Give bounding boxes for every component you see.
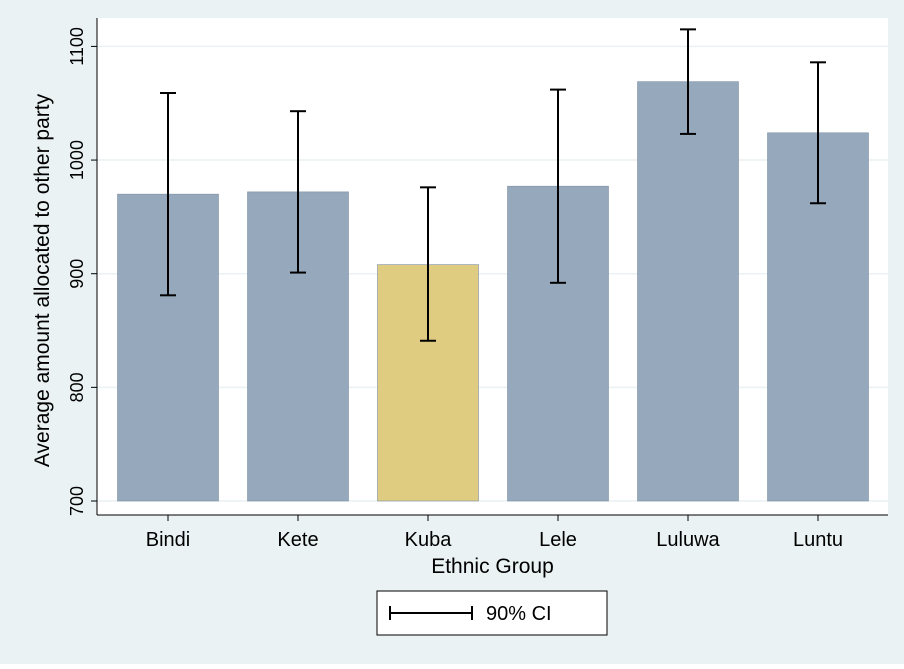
y-tick-label: 900 (67, 259, 87, 289)
legend-label: 90% CI (486, 603, 552, 625)
y-axis-title: Average amount allocated to other party (31, 93, 54, 467)
y-tick-label: 1000 (67, 140, 87, 180)
bar-luluwa (637, 81, 739, 502)
y-tick-label: 800 (67, 372, 87, 402)
plot-area (97, 18, 888, 515)
y-tick-label: 700 (67, 486, 87, 516)
x-tick-label: Lele (539, 529, 577, 551)
x-tick-label: Kete (277, 529, 318, 551)
x-axis-title: Ethnic Group (431, 555, 554, 578)
x-tick-label: Kuba (405, 529, 453, 551)
x-tick-label: Luluwa (656, 529, 720, 551)
bar-kuba (377, 264, 479, 502)
x-tick-label: Bindi (146, 529, 190, 551)
y-tick-label: 1100 (67, 27, 87, 66)
x-tick-label: Luntu (793, 529, 843, 551)
